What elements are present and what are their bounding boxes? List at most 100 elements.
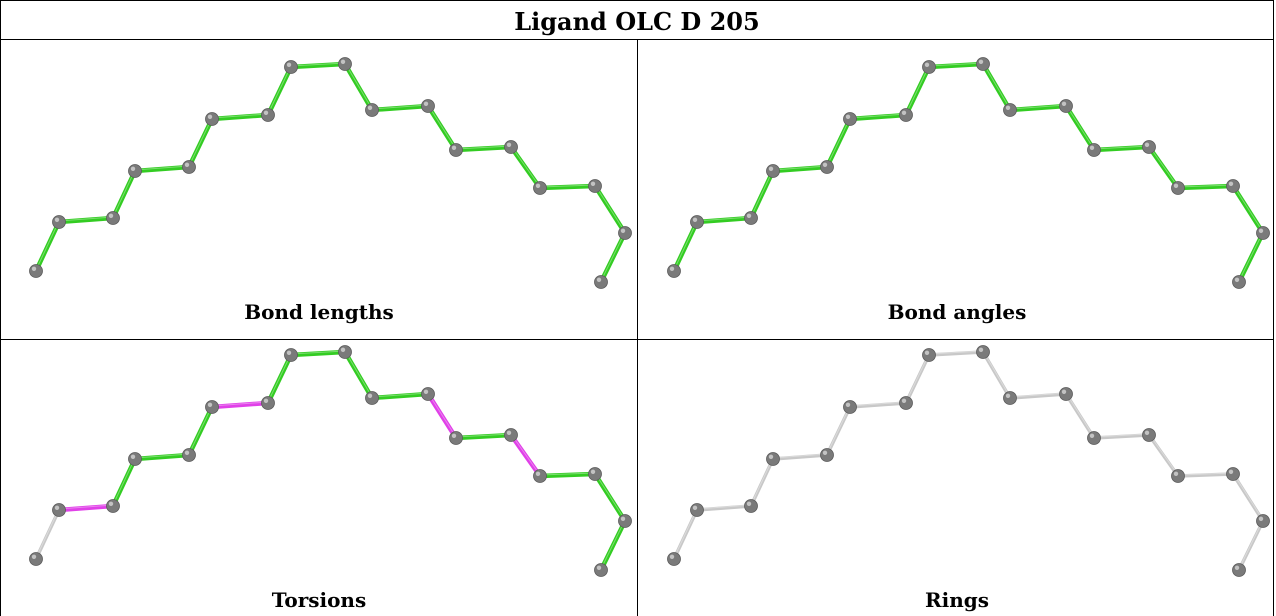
bond-4-ok bbox=[132, 452, 192, 462]
atom-8 bbox=[284, 60, 298, 74]
bond-8-ok bbox=[288, 349, 348, 358]
atom-9 bbox=[338, 57, 352, 71]
atom-5-shine bbox=[184, 162, 190, 167]
atom-6 bbox=[843, 112, 857, 126]
bond-8-highlight bbox=[928, 350, 984, 355]
atom-6-shine bbox=[207, 114, 213, 120]
bond-9-ok bbox=[342, 349, 375, 401]
bond-6-highlight bbox=[849, 113, 907, 119]
bond-3-none bbox=[749, 457, 775, 508]
bond-4-highlight bbox=[772, 453, 828, 459]
bond-5-ok bbox=[824, 116, 853, 170]
bond-6-none bbox=[848, 401, 908, 409]
bond-1-highlight bbox=[673, 220, 698, 271]
bond-12-highlight bbox=[455, 145, 512, 150]
atom-3 bbox=[106, 211, 120, 225]
atom-8 bbox=[922, 348, 936, 362]
atom-10-shine bbox=[1005, 393, 1011, 398]
bond-15-highlight bbox=[1232, 184, 1264, 233]
bond-6-highlight bbox=[211, 113, 269, 119]
atom-15-shine bbox=[590, 181, 596, 186]
bond-3-ok bbox=[110, 168, 138, 221]
atom-11-shine bbox=[423, 101, 429, 106]
bond-8-highlight bbox=[290, 350, 346, 355]
bond-4-highlight bbox=[134, 453, 190, 459]
bond-7-highlight bbox=[267, 65, 292, 115]
atom-4 bbox=[128, 452, 142, 466]
bond-12-none bbox=[1092, 433, 1151, 440]
bond-16-ok bbox=[1236, 230, 1266, 285]
atom-16 bbox=[1256, 226, 1270, 240]
bond-10-ok bbox=[369, 391, 431, 401]
bond-10-highlight bbox=[1009, 392, 1067, 398]
atom-17 bbox=[594, 563, 608, 577]
atom-12-shine bbox=[1089, 433, 1095, 438]
atom-14-shine bbox=[535, 471, 541, 476]
atom-16-shine bbox=[620, 516, 626, 521]
bond-9-highlight bbox=[982, 350, 1011, 398]
atom-12 bbox=[449, 143, 463, 157]
bond-2-highlight bbox=[58, 504, 114, 510]
atom-8 bbox=[922, 60, 936, 74]
bond-9-highlight bbox=[982, 62, 1011, 110]
bond-3-ok bbox=[748, 168, 776, 221]
bond-9-highlight bbox=[344, 350, 373, 398]
atom-15-shine bbox=[1228, 181, 1234, 186]
bond-3-highlight bbox=[112, 457, 136, 506]
bond-6-outlier bbox=[209, 400, 271, 410]
bond-2-highlight bbox=[696, 216, 752, 222]
atom-16 bbox=[618, 514, 632, 528]
atom-7 bbox=[899, 396, 913, 410]
atom-17 bbox=[594, 275, 608, 289]
atom-12 bbox=[449, 431, 463, 445]
atom-6-shine bbox=[207, 402, 213, 407]
bond-15-ok bbox=[592, 183, 628, 236]
bond-11-outlier bbox=[425, 391, 459, 441]
atom-3-shine bbox=[746, 501, 752, 506]
bond-13-highlight bbox=[510, 145, 541, 188]
bond-2-highlight bbox=[696, 504, 752, 510]
bond-14-ok bbox=[537, 183, 598, 191]
panel-bond-angles: Bond angles bbox=[638, 40, 1276, 328]
bond-15-none bbox=[1231, 472, 1265, 523]
molecule-diagram-bond-lengths bbox=[29, 57, 632, 289]
grid-middle-divider bbox=[0, 339, 1274, 340]
atom-10 bbox=[365, 103, 379, 117]
atom-12 bbox=[1087, 431, 1101, 445]
bond-16-highlight bbox=[600, 519, 626, 570]
atom-8-shine bbox=[924, 62, 930, 67]
atom-6 bbox=[843, 400, 857, 414]
atom-6 bbox=[205, 112, 219, 126]
atom-12-shine bbox=[1089, 145, 1095, 150]
bond-5-highlight bbox=[188, 117, 213, 167]
atom-2-shine bbox=[54, 217, 60, 222]
bond-2-none bbox=[695, 504, 753, 512]
atom-10-shine bbox=[1005, 105, 1011, 111]
atom-3 bbox=[744, 211, 758, 225]
caption-bond-angles: Bond angles bbox=[887, 300, 1027, 324]
atom-2-shine bbox=[54, 505, 60, 510]
bond-10-none bbox=[1008, 392, 1068, 400]
bond-8-ok bbox=[288, 61, 348, 70]
atom-1-shine bbox=[31, 554, 37, 559]
panel-bond-lengths: Bond lengths bbox=[0, 40, 638, 328]
bond-14-highlight bbox=[1177, 184, 1234, 188]
atom-14 bbox=[1171, 469, 1185, 483]
atom-2-shine bbox=[692, 505, 698, 510]
atom-13 bbox=[1142, 428, 1156, 442]
atom-4-shine bbox=[768, 166, 774, 171]
bond-12-ok bbox=[453, 432, 514, 441]
bond-1-none bbox=[34, 508, 61, 561]
bond-3-highlight bbox=[750, 169, 774, 218]
bond-14-ok bbox=[1175, 183, 1236, 191]
atom-16 bbox=[1256, 514, 1270, 528]
bond-13-ok bbox=[1146, 144, 1181, 191]
bond-7-highlight bbox=[905, 353, 930, 403]
atom-16-shine bbox=[1258, 228, 1264, 233]
atom-7 bbox=[261, 396, 275, 410]
atom-11-shine bbox=[1061, 389, 1067, 394]
atom-10-shine bbox=[367, 393, 373, 398]
atom-10 bbox=[365, 391, 379, 405]
atom-9-shine bbox=[340, 59, 346, 64]
bond-5-highlight bbox=[826, 117, 851, 167]
